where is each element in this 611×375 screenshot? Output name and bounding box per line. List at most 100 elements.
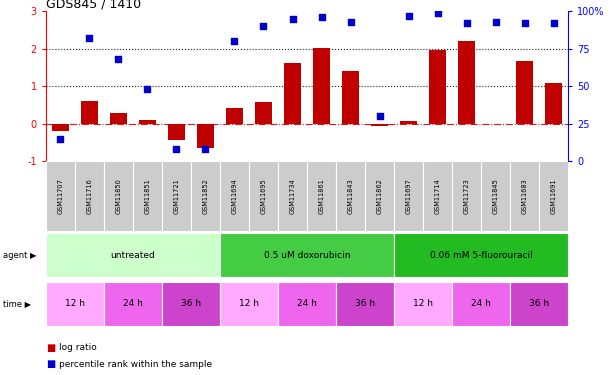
Text: GSM11862: GSM11862 bbox=[376, 178, 382, 214]
Text: GSM11734: GSM11734 bbox=[290, 178, 296, 214]
Text: GSM11861: GSM11861 bbox=[318, 178, 324, 214]
Bar bbox=[249, 161, 278, 231]
Text: GSM11714: GSM11714 bbox=[434, 178, 441, 214]
Point bbox=[114, 56, 123, 62]
Point bbox=[491, 19, 500, 25]
Point bbox=[433, 10, 442, 16]
Text: GSM11850: GSM11850 bbox=[115, 178, 122, 214]
Point bbox=[375, 113, 384, 119]
Bar bbox=[104, 282, 162, 326]
Bar bbox=[220, 161, 249, 231]
Text: 12 h: 12 h bbox=[239, 299, 259, 308]
Bar bbox=[336, 282, 394, 326]
Text: 36 h: 36 h bbox=[529, 299, 549, 308]
Bar bbox=[167, 124, 185, 140]
Bar bbox=[452, 282, 510, 326]
Text: untreated: untreated bbox=[111, 251, 155, 260]
Bar bbox=[371, 124, 389, 126]
Bar bbox=[226, 108, 243, 124]
Text: percentile rank within the sample: percentile rank within the sample bbox=[59, 360, 213, 369]
Bar bbox=[394, 233, 568, 277]
Point bbox=[200, 146, 210, 152]
Text: 0.5 uM doxorubicin: 0.5 uM doxorubicin bbox=[264, 251, 350, 260]
Bar bbox=[510, 282, 568, 326]
Bar bbox=[46, 282, 104, 326]
Bar bbox=[458, 41, 475, 124]
Text: log ratio: log ratio bbox=[59, 344, 97, 352]
Text: GSM11843: GSM11843 bbox=[348, 178, 354, 214]
Text: GSM11716: GSM11716 bbox=[86, 178, 92, 214]
Text: GSM11695: GSM11695 bbox=[260, 178, 266, 214]
Bar bbox=[342, 70, 359, 124]
Point bbox=[142, 86, 152, 92]
Bar bbox=[394, 282, 452, 326]
Bar bbox=[255, 102, 273, 124]
Text: GSM11697: GSM11697 bbox=[406, 178, 412, 214]
Text: 24 h: 24 h bbox=[471, 299, 491, 308]
Bar bbox=[81, 101, 98, 124]
Bar bbox=[220, 282, 278, 326]
Bar bbox=[516, 61, 533, 124]
Bar bbox=[46, 233, 220, 277]
Point bbox=[172, 146, 181, 152]
Text: 24 h: 24 h bbox=[297, 299, 317, 308]
Point bbox=[316, 14, 326, 20]
Bar bbox=[394, 161, 423, 231]
Text: GSM11723: GSM11723 bbox=[464, 178, 470, 214]
Bar bbox=[429, 50, 446, 124]
Text: ■: ■ bbox=[46, 360, 55, 369]
Bar bbox=[162, 282, 220, 326]
Text: GSM11694: GSM11694 bbox=[232, 178, 238, 214]
Text: 12 h: 12 h bbox=[65, 299, 85, 308]
Bar bbox=[162, 161, 191, 231]
Text: ■: ■ bbox=[46, 343, 55, 353]
Point bbox=[346, 19, 356, 25]
Bar bbox=[104, 161, 133, 231]
Bar bbox=[197, 124, 214, 148]
Text: GSM11683: GSM11683 bbox=[522, 178, 528, 214]
Text: GSM11852: GSM11852 bbox=[202, 178, 208, 214]
Bar bbox=[365, 161, 394, 231]
Bar bbox=[110, 113, 127, 124]
Text: 0.06 mM 5-fluorouracil: 0.06 mM 5-fluorouracil bbox=[430, 251, 533, 260]
Bar bbox=[284, 63, 301, 124]
Text: time ▶: time ▶ bbox=[3, 299, 31, 308]
Text: 36 h: 36 h bbox=[181, 299, 201, 308]
Bar bbox=[423, 161, 452, 231]
Bar bbox=[540, 161, 568, 231]
Bar bbox=[139, 120, 156, 124]
Point bbox=[404, 13, 414, 19]
Point bbox=[549, 20, 558, 26]
Bar bbox=[191, 161, 220, 231]
Text: 24 h: 24 h bbox=[123, 299, 143, 308]
Text: GSM11721: GSM11721 bbox=[174, 178, 180, 214]
Point bbox=[288, 16, 298, 22]
Text: GSM11845: GSM11845 bbox=[492, 178, 499, 214]
Bar bbox=[510, 161, 540, 231]
Bar bbox=[278, 282, 336, 326]
Bar bbox=[307, 161, 336, 231]
Text: agent ▶: agent ▶ bbox=[3, 251, 37, 260]
Bar bbox=[220, 233, 394, 277]
Bar bbox=[278, 161, 307, 231]
Text: GSM11851: GSM11851 bbox=[144, 178, 150, 214]
Bar bbox=[133, 161, 162, 231]
Point bbox=[462, 20, 472, 26]
Point bbox=[520, 20, 530, 26]
Bar bbox=[75, 161, 104, 231]
Bar bbox=[336, 161, 365, 231]
Bar bbox=[400, 121, 417, 124]
Bar bbox=[46, 161, 75, 231]
Text: GDS845 / 1410: GDS845 / 1410 bbox=[46, 0, 141, 10]
Point bbox=[84, 35, 94, 41]
Text: 12 h: 12 h bbox=[413, 299, 433, 308]
Bar bbox=[51, 124, 69, 130]
Point bbox=[230, 38, 240, 44]
Text: GSM11691: GSM11691 bbox=[551, 178, 557, 214]
Bar bbox=[313, 48, 330, 124]
Text: 36 h: 36 h bbox=[355, 299, 375, 308]
Bar bbox=[545, 83, 562, 124]
Bar bbox=[481, 161, 510, 231]
Text: GSM11707: GSM11707 bbox=[57, 178, 64, 214]
Point bbox=[56, 136, 65, 142]
